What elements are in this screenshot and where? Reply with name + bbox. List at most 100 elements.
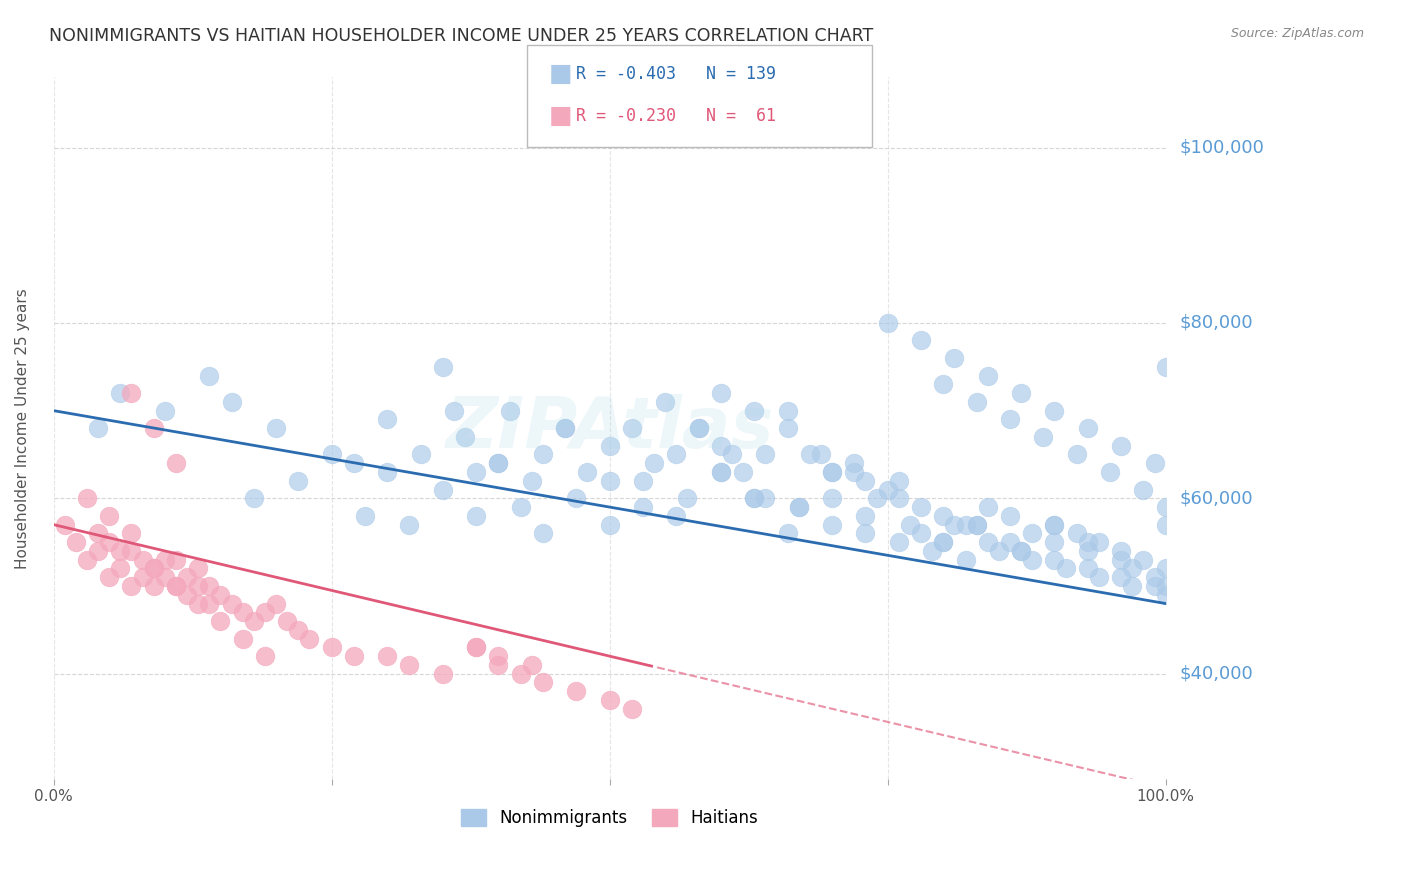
Point	[488, 657, 510, 672]
Point	[531, 675, 554, 690]
Point	[654, 395, 676, 409]
Point	[1109, 439, 1132, 453]
Point	[131, 570, 153, 584]
Point	[943, 351, 966, 365]
Point	[855, 508, 877, 523]
Point	[710, 386, 733, 401]
Point	[398, 517, 420, 532]
Point	[110, 561, 132, 575]
Point	[187, 597, 209, 611]
Point	[1043, 517, 1066, 532]
Text: R = -0.230   N =  61: R = -0.230 N = 61	[576, 107, 776, 125]
Point	[1154, 561, 1177, 575]
Point	[599, 474, 621, 488]
Point	[1077, 421, 1099, 435]
Point	[554, 421, 576, 435]
Point	[243, 491, 266, 506]
Point	[221, 395, 243, 409]
Text: ■: ■	[548, 62, 572, 86]
Text: ■: ■	[548, 104, 572, 128]
Point	[176, 588, 198, 602]
Point	[165, 579, 187, 593]
Point	[1032, 430, 1054, 444]
Point	[520, 657, 543, 672]
Point	[98, 508, 121, 523]
Point	[1077, 544, 1099, 558]
Point	[198, 368, 221, 383]
Point	[1010, 544, 1032, 558]
Point	[243, 614, 266, 628]
Point	[1010, 386, 1032, 401]
Point	[343, 456, 366, 470]
Point	[910, 526, 932, 541]
Point	[1077, 561, 1099, 575]
Point	[710, 439, 733, 453]
Point	[1154, 579, 1177, 593]
Point	[120, 544, 142, 558]
Point	[165, 552, 187, 566]
Point	[110, 386, 132, 401]
Point	[1109, 552, 1132, 566]
Point	[287, 474, 309, 488]
Point	[754, 448, 776, 462]
Point	[1121, 579, 1143, 593]
Point	[87, 544, 110, 558]
Point	[1121, 561, 1143, 575]
Point	[76, 491, 98, 506]
Point	[688, 421, 710, 435]
Legend: Nonimmigrants, Haitians: Nonimmigrants, Haitians	[454, 802, 765, 834]
Point	[432, 666, 454, 681]
Point	[1143, 570, 1166, 584]
Point	[844, 465, 866, 479]
Point	[1154, 359, 1177, 374]
Point	[742, 491, 765, 506]
Point	[1010, 544, 1032, 558]
Point	[488, 649, 510, 664]
Point	[855, 526, 877, 541]
Point	[253, 605, 276, 619]
Point	[932, 535, 955, 549]
Point	[855, 474, 877, 488]
Point	[1143, 579, 1166, 593]
Point	[443, 403, 465, 417]
Point	[465, 465, 488, 479]
Point	[287, 623, 309, 637]
Point	[932, 535, 955, 549]
Point	[810, 448, 832, 462]
Text: $80,000: $80,000	[1180, 314, 1253, 332]
Point	[120, 386, 142, 401]
Text: Source: ZipAtlas.com: Source: ZipAtlas.com	[1230, 27, 1364, 40]
Text: $60,000: $60,000	[1180, 490, 1253, 508]
Point	[375, 649, 398, 664]
Point	[966, 517, 988, 532]
Point	[531, 448, 554, 462]
Point	[787, 500, 810, 514]
Point	[910, 334, 932, 348]
Point	[253, 649, 276, 664]
Point	[131, 552, 153, 566]
Point	[932, 377, 955, 392]
Point	[321, 640, 343, 655]
Point	[910, 500, 932, 514]
Point	[465, 640, 488, 655]
Point	[120, 526, 142, 541]
Point	[187, 579, 209, 593]
Point	[955, 552, 977, 566]
Point	[498, 403, 520, 417]
Point	[742, 403, 765, 417]
Point	[599, 517, 621, 532]
Text: $40,000: $40,000	[1180, 665, 1253, 682]
Point	[509, 666, 531, 681]
Text: NONIMMIGRANTS VS HAITIAN HOUSEHOLDER INCOME UNDER 25 YEARS CORRELATION CHART: NONIMMIGRANTS VS HAITIAN HOUSEHOLDER INC…	[49, 27, 873, 45]
Point	[1043, 517, 1066, 532]
Point	[955, 517, 977, 532]
Text: R = -0.403   N = 139: R = -0.403 N = 139	[576, 65, 776, 83]
Point	[821, 491, 844, 506]
Point	[1154, 500, 1177, 514]
Point	[776, 526, 799, 541]
Point	[665, 448, 688, 462]
Point	[665, 508, 688, 523]
Point	[232, 632, 254, 646]
Point	[821, 465, 844, 479]
Point	[1109, 570, 1132, 584]
